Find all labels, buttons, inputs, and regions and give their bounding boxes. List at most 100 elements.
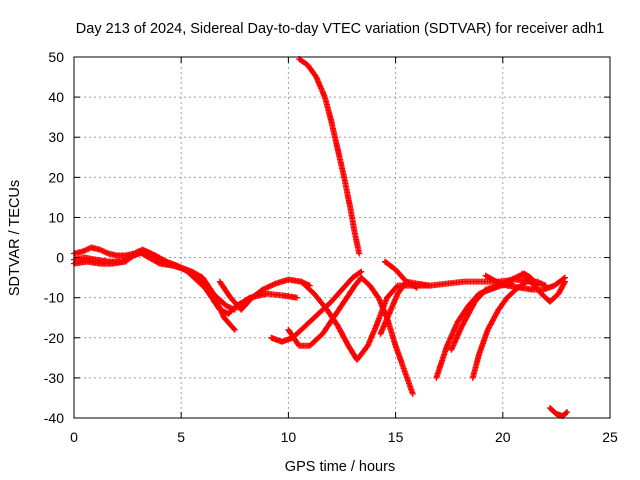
data-point	[379, 332, 382, 335]
chart-title: Day 213 of 2024, Sidereal Day-to-day VTE…	[76, 21, 604, 37]
y-tick-label: 30	[48, 129, 64, 145]
data-point	[330, 300, 333, 303]
data-point	[150, 252, 152, 255]
data-point	[529, 280, 532, 283]
data-point	[416, 282, 418, 285]
data-point	[549, 300, 551, 303]
data-point	[251, 296, 253, 299]
data-point	[223, 316, 225, 319]
x-tick-label: 5	[177, 429, 185, 445]
data-point	[536, 280, 538, 283]
data-point	[296, 296, 298, 299]
data-point	[394, 345, 397, 347]
data-point	[281, 340, 283, 343]
data-point	[191, 270, 193, 273]
series-track-p	[547, 405, 571, 419]
data-point	[90, 246, 92, 249]
series-track-e	[296, 56, 363, 257]
data-point	[107, 260, 110, 263]
y-tick-label: 50	[48, 49, 64, 65]
data-point	[519, 286, 521, 289]
data-point	[521, 272, 523, 275]
data-point	[81, 250, 84, 253]
data-point	[304, 324, 307, 327]
data-point	[116, 254, 118, 257]
data-point	[83, 256, 86, 259]
data-point	[405, 280, 408, 283]
data-point	[300, 280, 303, 283]
data-point	[98, 248, 101, 251]
data-point	[225, 304, 228, 307]
data-point	[354, 232, 356, 235]
data-point	[495, 280, 498, 283]
data-point	[564, 280, 566, 283]
axis-ticks: 0 5 10 15 20 25 -40 -30 -20 -10 0 10 20 30 40 50	[44, 49, 618, 445]
data-point	[553, 284, 556, 287]
data-point	[120, 260, 122, 263]
data-point	[270, 336, 273, 339]
y-tick-label: 10	[48, 209, 64, 225]
data-point	[349, 208, 352, 211]
data-series	[71, 56, 571, 419]
data-point	[557, 292, 560, 295]
data-point	[486, 328, 489, 331]
data-point	[240, 308, 243, 311]
data-point	[396, 292, 399, 295]
data-point	[480, 280, 483, 283]
data-point	[549, 407, 551, 409]
data-point	[456, 320, 459, 323]
data-point	[366, 345, 369, 347]
series-track-n	[482, 272, 568, 293]
data-point	[234, 328, 236, 331]
y-tick-label: 20	[48, 169, 64, 185]
data-point	[330, 120, 333, 122]
data-point	[298, 345, 300, 347]
data-point	[446, 282, 448, 285]
data-point	[298, 58, 300, 60]
data-point	[478, 353, 481, 355]
data-point	[562, 415, 564, 417]
data-point	[497, 308, 500, 311]
y-tick-label: -20	[44, 330, 64, 346]
data-point	[197, 280, 200, 283]
data-point	[375, 324, 378, 327]
data-point	[229, 296, 232, 299]
data-point	[141, 248, 144, 251]
data-point-markers	[296, 56, 363, 257]
data-point	[326, 308, 328, 311]
data-point	[158, 262, 161, 265]
data-point	[287, 328, 290, 331]
data-point	[377, 296, 380, 299]
data-point	[324, 96, 326, 98]
y-tick-label: -10	[44, 290, 64, 306]
data-point	[266, 292, 268, 295]
data-point	[360, 270, 363, 273]
data-point	[306, 64, 309, 66]
data-point	[566, 411, 568, 413]
data-point	[540, 292, 543, 295]
data-point	[429, 284, 431, 287]
y-tick-label: -40	[44, 410, 64, 426]
data-point	[107, 252, 110, 255]
data-point	[394, 268, 397, 271]
y-tick-label: 40	[48, 89, 64, 105]
data-point	[532, 288, 534, 291]
data-point	[347, 345, 350, 347]
plot-frame	[73, 56, 611, 419]
data-point	[313, 292, 315, 295]
data-point	[403, 369, 405, 371]
data-point	[343, 176, 345, 179]
x-tick-label: 25	[602, 429, 618, 445]
data-point	[358, 252, 360, 255]
data-point	[343, 300, 345, 303]
data-point	[506, 296, 508, 299]
data-point	[94, 258, 97, 261]
x-tick-label: 15	[388, 429, 404, 445]
data-point	[321, 332, 324, 335]
data-point	[287, 278, 290, 281]
data-point	[461, 324, 463, 327]
data-point	[396, 284, 399, 287]
x-tick-label: 0	[70, 429, 78, 445]
data-point	[309, 345, 311, 347]
